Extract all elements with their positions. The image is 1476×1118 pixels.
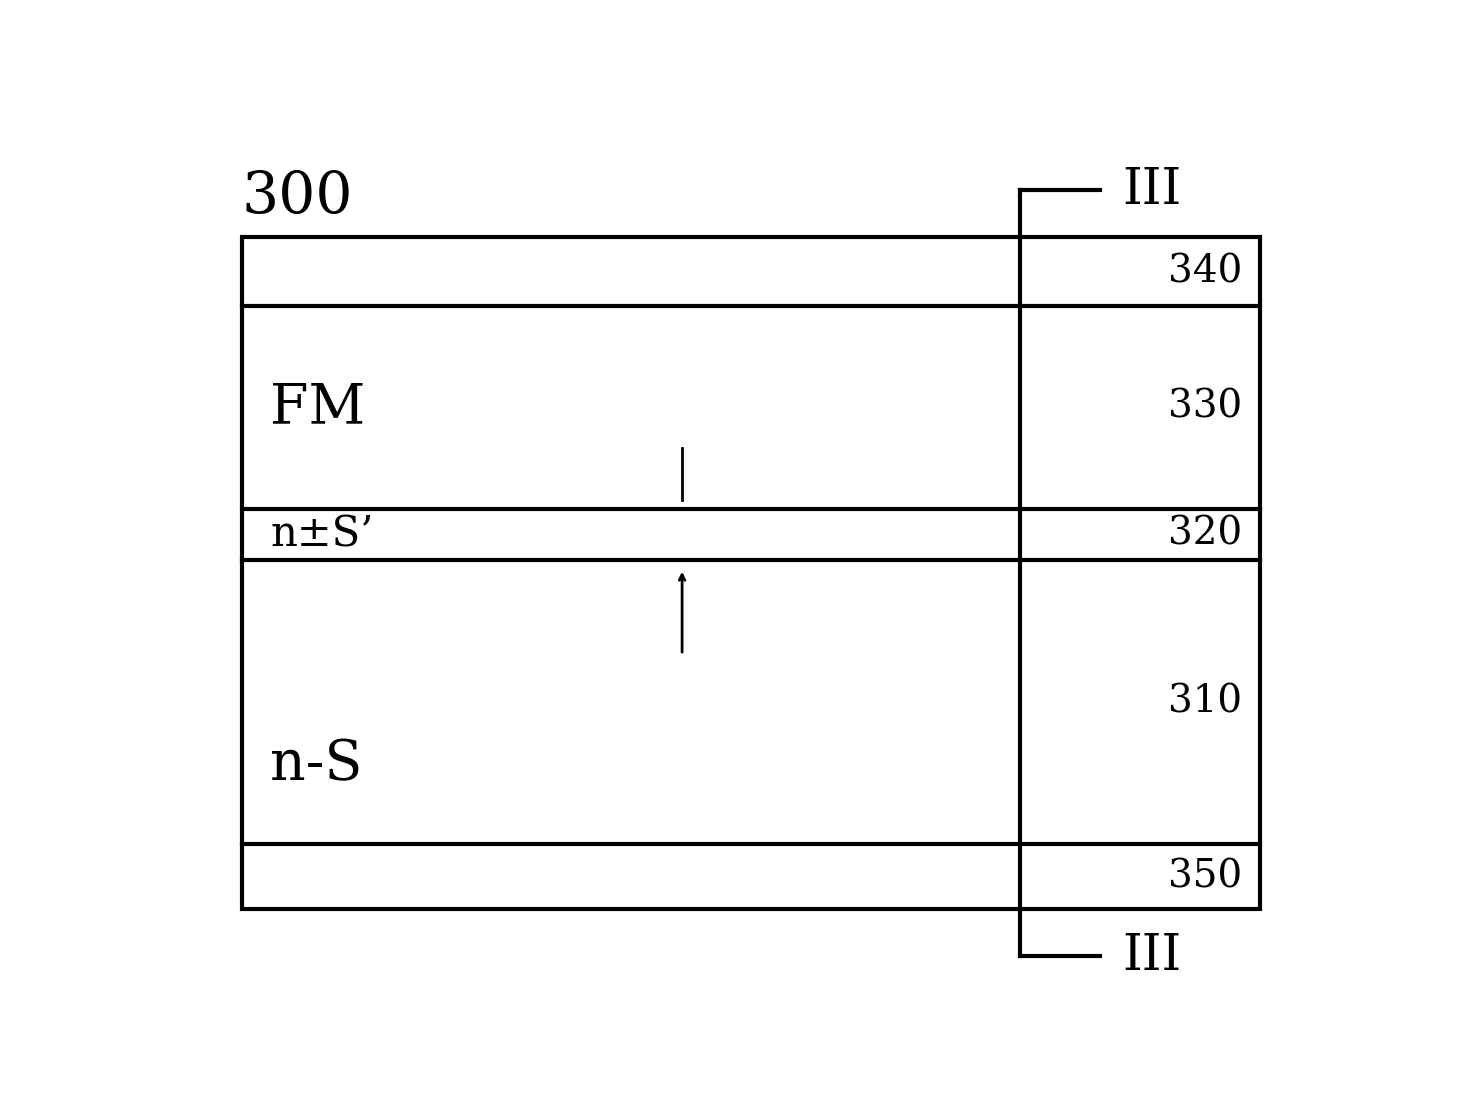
Text: III: III bbox=[1123, 165, 1182, 215]
Text: III: III bbox=[1123, 931, 1182, 980]
Text: n-S: n-S bbox=[270, 738, 363, 793]
Text: 340: 340 bbox=[1168, 254, 1243, 291]
Text: FM: FM bbox=[270, 380, 366, 435]
Text: 350: 350 bbox=[1169, 859, 1243, 896]
Text: 320: 320 bbox=[1169, 517, 1243, 553]
Text: n±S’: n±S’ bbox=[270, 513, 373, 556]
Text: 310: 310 bbox=[1169, 684, 1243, 721]
Text: 300: 300 bbox=[242, 169, 353, 225]
Bar bbox=[242, 237, 1259, 909]
Text: 330: 330 bbox=[1169, 389, 1243, 426]
